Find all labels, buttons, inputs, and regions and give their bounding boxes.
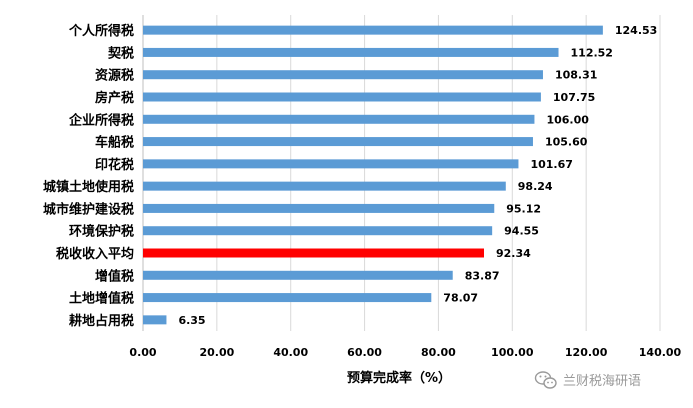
category-label: 个人所得税 [68,23,134,39]
value-label: 95.12 [506,202,541,215]
bar [143,92,541,102]
category-label: 城镇土地使用税 [43,179,134,195]
bar [143,270,453,280]
category-label: 税收收入平均 [56,246,134,262]
value-label: 98.24 [518,180,553,193]
value-label: 112.52 [571,46,613,59]
x-tick-label: 40.00 [273,346,308,359]
category-labels: 个人所得税契税资源税房产税企业所得税车船税印花税城镇土地使用税城市维护建设税环境… [43,23,134,329]
bar [143,137,533,147]
x-tick-label: 100.00 [491,346,534,359]
x-axis-title: 预算完成率（%） [347,370,451,386]
category-label: 契税 [107,45,134,61]
bar-highlight [143,248,484,258]
bar [143,293,432,303]
bar [143,25,603,35]
bar [143,203,495,213]
category-label: 资源税 [95,68,134,84]
watermark: 兰财税海研语 [534,371,641,389]
category-label: 房产税 [95,90,134,106]
value-label: 83.87 [465,269,500,282]
x-tick-label: 60.00 [347,346,382,359]
value-label: 106.00 [546,113,589,126]
category-label: 增值税 [95,268,134,284]
bar [143,315,167,325]
value-label: 124.53 [615,24,657,37]
value-label: 105.60 [545,136,588,149]
x-tick-label: 140.00 [639,346,682,359]
x-tick-label: 20.00 [199,346,234,359]
value-label: 94.55 [504,225,539,238]
category-label: 土地增值税 [69,291,134,307]
category-label: 耕地占用税 [69,313,134,329]
bar [143,114,535,124]
watermark-text: 兰财税海研语 [563,374,641,389]
x-tick-label: 0.00 [129,346,156,359]
bar [143,181,506,191]
gridlines [142,15,661,331]
category-label: 企业所得税 [68,112,134,128]
value-label: 107.75 [553,91,595,104]
bars [143,25,603,325]
value-label: 92.34 [496,247,531,260]
value-label: 108.31 [555,69,597,82]
x-tick-label: 80.00 [421,346,456,359]
category-label: 环境保护税 [69,224,134,240]
x-tick-label: 120.00 [565,346,608,359]
value-label: 78.07 [443,292,478,305]
bar [143,159,519,169]
bar [143,47,559,57]
value-label: 6.35 [178,314,205,327]
category-label: 车船税 [95,135,134,151]
bar [143,70,543,80]
value-label: 101.67 [530,158,572,171]
bar [143,226,493,236]
category-label: 城市维护建设税 [43,201,134,217]
wechat-icon [534,371,557,389]
x-tick-labels: 0.00 20.00 40.00 60.00 80.00 100.00 120.00 140.… [129,346,681,359]
category-label: 印花税 [95,157,134,173]
